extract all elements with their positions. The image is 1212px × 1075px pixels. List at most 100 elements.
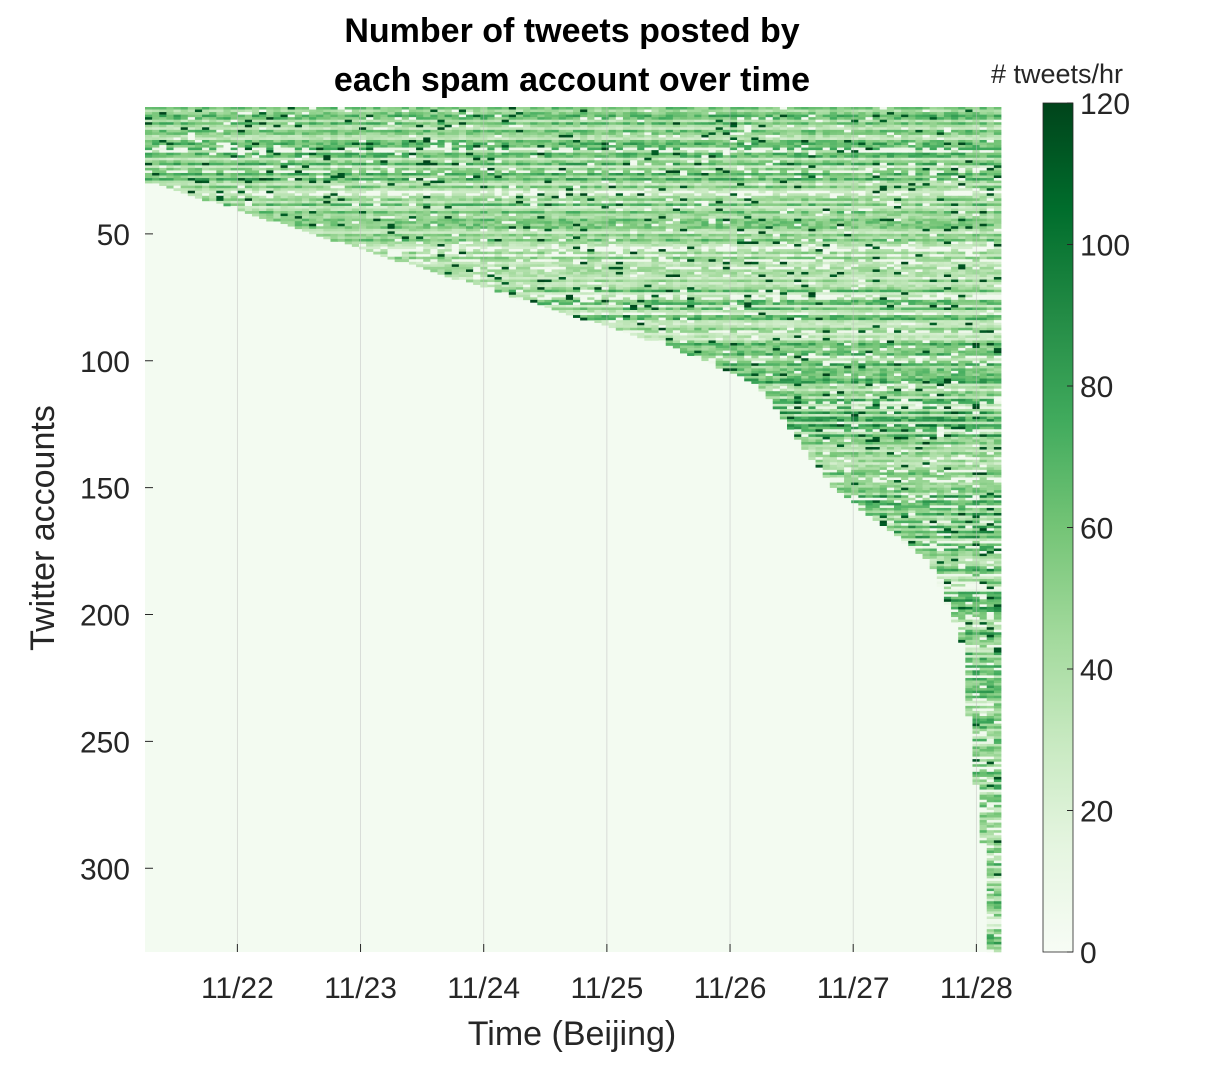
heatmap-cell [672,183,681,186]
heatmap-cell [159,147,167,151]
heatmap-cell [273,127,281,131]
heatmap-cell [323,119,331,123]
heatmap-cell [672,200,681,204]
heatmap-cell [601,188,610,192]
heatmap-cell [729,190,738,194]
heatmap-cell [266,142,274,146]
heatmap-cell [836,180,845,184]
heatmap-cell [273,152,281,156]
heatmap-cell [423,175,431,179]
heatmap-cell [523,165,531,169]
heatmap-cell [630,112,638,115]
heatmap-cell [330,132,338,136]
heatmap-cell [872,150,881,153]
heatmap-cell [487,203,495,207]
heatmap-cell [822,205,831,209]
heatmap-cell [993,129,1002,133]
heatmap-cell [344,160,353,164]
heatmap-cell [993,124,1002,128]
heatmap-cell [530,180,538,184]
heatmap-cell [458,127,467,131]
heatmap-cell [494,200,503,204]
heatmap-cell [423,145,431,148]
heatmap-cell [922,175,931,179]
heatmap-cell [587,211,595,214]
heatmap-cell [729,134,738,138]
heatmap-cell [851,112,859,115]
heatmap-cell [173,127,182,131]
heatmap-cell [551,170,560,174]
heatmap-cell [380,145,388,148]
heatmap-cell [680,160,688,164]
heatmap-cell [301,127,310,131]
heatmap-cell [244,198,253,202]
heatmap-cell [672,150,681,153]
heatmap-cell [344,165,353,169]
heatmap-cell [259,165,267,169]
heatmap-cell [173,160,182,164]
heatmap-cell [993,109,1002,113]
heatmap-cell [886,190,895,194]
heatmap-cell [309,117,317,120]
heatmap-cell [915,114,923,118]
heatmap-cell [223,155,231,159]
heatmap-cell [337,142,346,146]
heatmap-cell [337,167,346,171]
heatmap-cell [523,114,531,118]
heatmap-cell [993,117,1002,120]
heatmap-cell [808,155,816,159]
heatmap-cell [359,185,367,189]
heatmap-cell [487,178,495,181]
heatmap-cell [508,152,517,156]
heatmap-cell [958,172,966,176]
heatmap-cell [872,127,881,131]
heatmap-cell [294,107,303,110]
heatmap-cell [808,127,816,131]
heatmap-cell [993,134,1002,138]
heatmap-cell [844,132,852,136]
heatmap-cell [273,157,281,161]
heatmap-cell [458,178,467,181]
heatmap-cell [508,211,517,214]
heatmap-cell [808,172,816,176]
heatmap-cell [965,200,973,204]
heatmap-cell [936,155,945,159]
heatmap-cell [252,160,260,164]
heatmap-cell [622,178,631,181]
heatmap-cell [337,203,346,207]
heatmap-cell [872,129,881,133]
heatmap-cell [458,167,467,171]
heatmap-cell [316,183,324,186]
heatmap-cell [337,129,346,133]
heatmap-cell [573,185,581,189]
heatmap-cell [437,183,445,186]
heatmap-cell [929,150,938,153]
heatmap-cell [665,175,674,179]
heatmap-cell [366,127,374,131]
heatmap-cell [458,208,467,212]
heatmap-cell [630,142,638,146]
heatmap-cell [230,132,239,136]
heatmap-cell [551,119,560,123]
heatmap-cell [822,107,831,110]
heatmap-cell [530,198,538,202]
heatmap-cell [865,139,873,143]
heatmap-cell [423,109,431,113]
heatmap-cell [558,157,567,161]
heatmap-cell [530,107,538,110]
heatmap-cell [886,109,895,113]
heatmap-cell [330,157,338,161]
heatmap-cell [287,114,296,118]
heatmap-cell [266,211,274,214]
heatmap-cell [894,165,902,169]
heatmap-cell [644,155,652,159]
heatmap-cell [608,180,617,184]
heatmap-cell [758,134,766,138]
heatmap-cell [765,193,774,197]
heatmap-cell [444,152,453,156]
heatmap-cell [294,188,303,192]
heatmap-cell [951,150,959,153]
heatmap-cell [951,170,959,174]
heatmap-cell [929,127,938,131]
heatmap-cell [209,157,217,161]
